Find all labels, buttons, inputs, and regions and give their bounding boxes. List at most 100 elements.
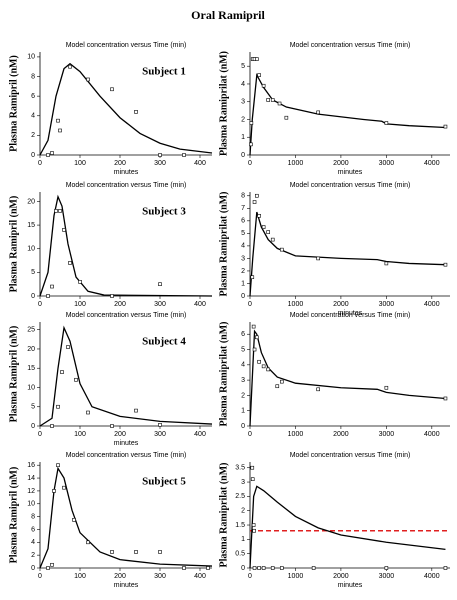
y-tick-label: 6 [31,526,35,533]
x-tick-label: 300 [154,573,166,580]
y-tick-label: 10 [27,246,35,253]
x-tick-label: 1000 [288,431,304,438]
data-point [182,153,186,157]
x-tick-label: 300 [154,301,166,308]
data-point [266,367,270,372]
data-point [261,225,266,229]
y-tick-label: 8 [31,73,35,80]
y-tick-label: 0 [31,293,35,300]
x-tick-label: 4000 [424,431,440,438]
data-point [50,562,54,567]
y-tick-label: 15 [27,222,35,229]
y-tick-label: 2 [241,116,245,123]
y-axis-label: Plasma Ramiprilat (nM) [218,322,229,427]
x-tick-label: 2000 [333,160,349,167]
panel-title: Model concentration versus Time (min) [290,312,411,319]
figure-title: Oral Ramipril [191,8,265,22]
x-tick-label: 300 [154,431,166,438]
y-tick-label: 2 [31,132,35,139]
y-axis-label: Plasma Ramiprilat (nM) [218,463,229,568]
fitted-curve [39,466,213,569]
y-tick-label: 20 [27,198,35,205]
x-tick-label: 100 [74,431,86,438]
y-tick-label: 3 [241,255,245,262]
y-tick-label: 20 [27,346,35,353]
y-tick-label: 4 [31,113,35,120]
x-tick-label: 100 [74,301,86,308]
data-point [270,98,275,102]
y-tick-label: 12 [27,488,35,495]
data-point [54,209,58,213]
data-point [72,518,76,522]
data-point [62,485,66,490]
y-tick-label: 0 [31,565,35,572]
data-point [252,528,256,533]
y-tick-label: 4 [241,81,245,88]
fitted-curve [249,329,446,427]
data-point [134,550,138,554]
x-tick-label: 0 [38,573,42,580]
x-tick-label: 0 [38,160,42,167]
data-point [311,566,316,570]
x-tick-label: 3000 [379,573,395,580]
x-tick-label: 400 [194,160,206,167]
y-tick-label: 1 [241,536,245,543]
data-point [266,230,270,234]
x-tick-label: 2000 [333,301,349,308]
data-point [158,282,162,286]
fitted-curve [39,325,213,427]
x-tick-label: 200 [114,573,126,580]
x-tick-label: 400 [194,431,206,438]
data-point [270,237,275,242]
y-tick-label: 14 [27,475,35,482]
y-tick-label: 2.5 [235,493,245,500]
x-tick-label: 1000 [288,573,304,580]
data-point [110,550,114,554]
data-point [250,275,255,280]
y-tick-label: 1.5 [235,522,245,529]
data-point [443,262,448,267]
y-axis-label: Plasma Ramipril (nM) [8,467,19,564]
data-point [52,489,56,493]
data-point [266,98,270,102]
x-tick-label: 2000 [333,573,349,580]
x-axis-label: minutes [114,582,139,589]
data-point [280,247,284,252]
data-point [56,404,60,409]
x-tick-label: 200 [114,431,126,438]
y-tick-label: 7 [241,205,245,212]
x-tick-label: 300 [154,160,166,167]
data-point [56,463,60,468]
data-point [252,566,257,570]
y-tick-label: 0 [241,293,245,300]
data-point [62,228,66,232]
data-point [251,523,256,527]
y-tick-label: 10 [27,501,35,508]
data-point [316,256,320,261]
y-tick-label: 2 [31,552,35,559]
data-point [182,566,186,570]
y-tick-label: 5 [241,230,245,237]
y-tick-label: 2 [241,268,245,275]
x-tick-label: 0 [248,573,252,580]
data-point [110,424,114,428]
y-axis-label: Plasma Ramiprilat (nM) [218,192,229,297]
data-point [134,408,138,413]
data-point [134,110,138,114]
data-point [158,550,162,554]
data-point [275,384,280,389]
y-tick-label: 5 [241,63,245,70]
data-point [74,377,78,382]
y-tick-label: 0.5 [235,551,245,558]
x-tick-label: 200 [114,160,126,167]
y-tick-label: 0 [241,565,245,572]
data-point [250,477,255,481]
data-point [280,566,284,570]
subject-label: Subject 1 [142,66,186,78]
x-tick-label: 2000 [333,431,349,438]
subject-label: Subject 5 [142,476,186,488]
y-tick-label: 2 [241,508,245,515]
x-tick-label: 100 [74,160,86,167]
data-point [284,115,289,120]
panel-title: Model concentration versus Time (min) [290,182,411,189]
